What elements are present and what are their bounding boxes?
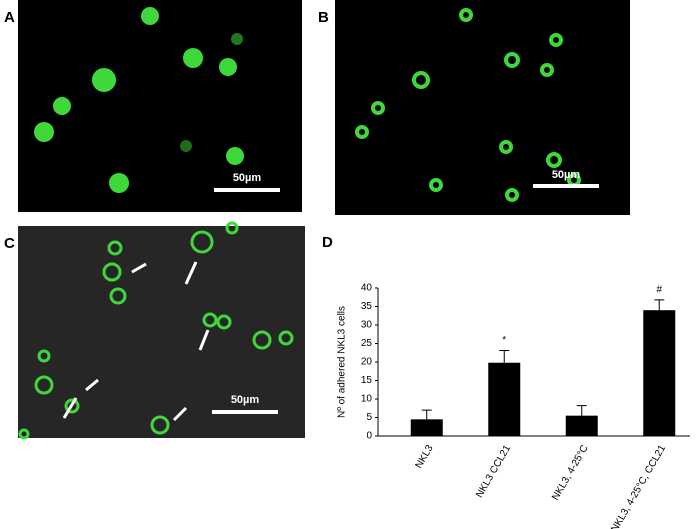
y-tick-label: 20 [361, 357, 373, 368]
scale-label: 50µm [552, 169, 581, 181]
y-tick-label: 15 [361, 375, 373, 386]
arrows [62, 261, 210, 422]
bar [488, 362, 521, 436]
y-tick-label: 25 [361, 338, 373, 349]
cells-a [34, 7, 244, 193]
x-tick-label: NKL3, 4-25°C [550, 443, 590, 502]
x-tick-label: NKL3, 4-25°C, CCL21 [609, 443, 668, 529]
scale-label: 50µm [231, 394, 260, 406]
scale-bar [533, 184, 599, 188]
micrograph-b [335, 0, 630, 215]
error-bar [421, 409, 432, 420]
panel-label: A [4, 9, 15, 26]
significance-label: # [656, 284, 662, 295]
x-tick-label: NKL3 [414, 443, 436, 471]
error-bar [576, 405, 587, 416]
error-bar [654, 299, 665, 311]
panel-label: D [322, 234, 333, 251]
cells-b [355, 8, 581, 202]
y-tick-label: 10 [361, 394, 373, 405]
error-bar [499, 350, 510, 363]
y-tick-label: 40 [361, 283, 373, 294]
y-tick-label: 5 [366, 412, 372, 423]
significance-label: * [502, 335, 506, 346]
bar [410, 419, 443, 436]
cells-c [18, 221, 294, 440]
bar [565, 415, 598, 436]
y-axis-title: Nº of adhered NKL3 cells [337, 306, 348, 418]
y-tick-label: 0 [366, 431, 372, 442]
scale-bar [212, 410, 278, 414]
panel-label: B [318, 9, 329, 26]
bar [643, 310, 676, 436]
scale-bar [214, 188, 280, 192]
panel-label: C [4, 235, 15, 252]
y-tick-label: 30 [361, 320, 373, 331]
x-tick-label: NKL3 CCL21 [474, 443, 513, 500]
y-tick-label: 35 [361, 301, 373, 312]
scale-label: 50µm [233, 172, 262, 184]
